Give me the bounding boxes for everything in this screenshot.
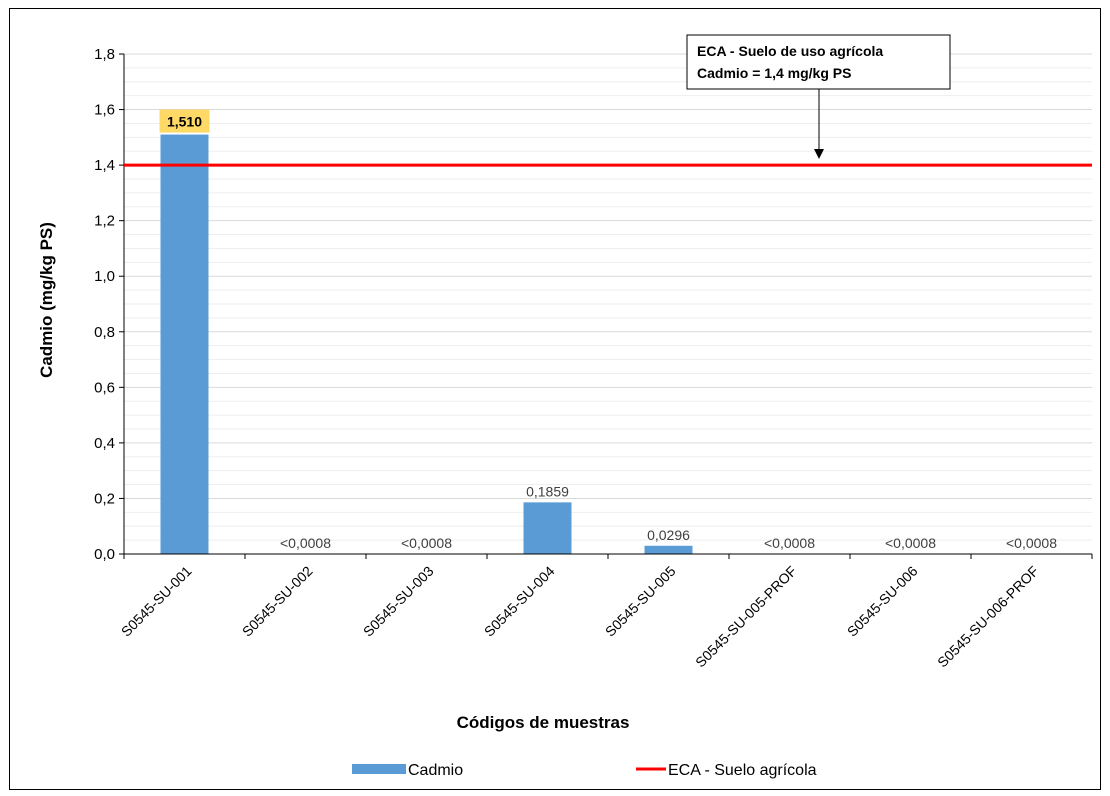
data-label: 0,1859 — [526, 483, 569, 499]
legend-label-cadmio: Cadmio — [408, 762, 463, 779]
data-label: <0,0008 — [1006, 535, 1057, 551]
y-tick-label: 1,6 — [94, 102, 115, 119]
y-tick-label: 1,2 — [94, 213, 115, 230]
legend-label-eca: ECA - Suelo agrícola — [668, 762, 817, 779]
bar-s0545-su-001 — [160, 134, 209, 555]
x-tick-label: S0545-SU-006-PROF — [934, 563, 1042, 671]
chart-svg: 0,0 0,2 0,4 0,6 0,8 1,0 1,2 1,4 1,6 1,8 S0545-SU-0… — [37, 34, 1093, 779]
x-tick-label: S0545-SU-004 — [481, 563, 558, 640]
y-tick-label: 1,0 — [94, 268, 115, 285]
y-tick-label: 0,2 — [94, 490, 115, 507]
x-tick-label: S0545-SU-002 — [239, 563, 316, 640]
legend-swatch-cadmio — [352, 764, 406, 774]
chart-frame: 0,0 0,2 0,4 0,6 0,8 1,0 1,2 1,4 1,6 1,8 S0545-SU-0… — [9, 8, 1101, 790]
data-label: <0,0008 — [280, 535, 331, 551]
bar-s0545-su-005 — [644, 545, 693, 554]
data-label: 0,0296 — [647, 527, 690, 543]
data-label: 1,510 — [167, 114, 202, 130]
data-label-highlight — [159, 109, 210, 133]
y-tick-label: 0,4 — [94, 435, 115, 452]
bar-s0545-su-004 — [523, 502, 572, 554]
callout-line2: Cadmio = 1,4 mg/kg PS — [697, 65, 851, 81]
x-tick-label: S0545-SU-001 — [118, 563, 195, 640]
y-tick-label: 0,8 — [94, 324, 115, 341]
x-axis-title: Códigos de muestras — [457, 713, 630, 732]
x-tick-label: S0545-SU-006 — [844, 563, 921, 640]
y-axis-title: Cadmio (mg/kg PS) — [37, 222, 56, 378]
y-tick-label: 1,4 — [94, 157, 115, 174]
callout-box — [686, 34, 951, 90]
gridlines — [124, 53, 1092, 555]
callout: ECA - Suelo de uso agrícola Cadmio = 1,4… — [686, 34, 951, 159]
bars — [160, 134, 693, 555]
y-tick-label: 0,6 — [94, 379, 115, 396]
data-labels: 1,510 <0,0008 <0,0008 0,1859 0,0296 <0,0008 <0… — [159, 109, 1057, 551]
callout-line1: ECA - Suelo de uso agrícola — [697, 43, 883, 59]
x-tick-label: S0545-SU-005-PROF — [692, 563, 800, 671]
x-tick-label: S0545-SU-003 — [360, 563, 437, 640]
x-tick-label: S0545-SU-005 — [602, 563, 679, 640]
data-label: <0,0008 — [764, 535, 815, 551]
data-label: <0,0008 — [401, 535, 452, 551]
data-label: <0,0008 — [885, 535, 936, 551]
legend: Cadmio ECA - Suelo agrícola — [352, 762, 817, 779]
axes: 0,0 0,2 0,4 0,6 0,8 1,0 1,2 1,4 1,6 1,8 S0545-SU-0… — [94, 46, 1093, 671]
y-tick-label: 1,8 — [94, 46, 115, 63]
y-tick-label: 0,0 — [94, 546, 115, 563]
